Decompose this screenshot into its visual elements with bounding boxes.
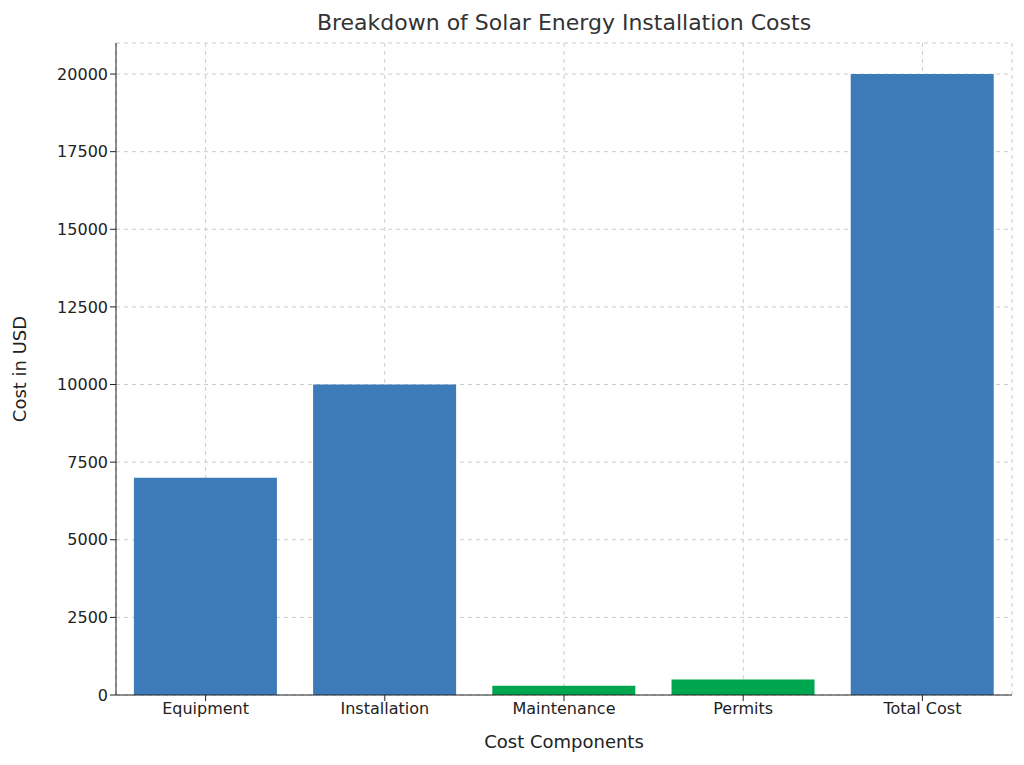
svg-text:Equipment: Equipment [162, 699, 249, 718]
svg-text:Installation: Installation [340, 699, 429, 718]
svg-text:Cost Components: Cost Components [484, 731, 644, 752]
svg-text:20000: 20000 [57, 65, 108, 84]
svg-text:5000: 5000 [67, 530, 108, 549]
svg-text:10000: 10000 [57, 375, 108, 394]
svg-text:Maintenance: Maintenance [512, 699, 615, 718]
svg-text:17500: 17500 [57, 142, 108, 161]
html-text:Breakdown of Solar Energy Inst: Breakdown of Solar Energy Installation C… [316, 10, 812, 35]
svg-text:Total Cost: Total Cost [882, 699, 961, 718]
svg-text:2500: 2500 [67, 608, 108, 627]
svg-text:0: 0 [98, 686, 108, 705]
svg-text:Cost in USD: Cost in USD [9, 316, 30, 422]
svg-text:Permits: Permits [713, 699, 773, 718]
svg-text:7500: 7500 [67, 453, 108, 472]
svg-text:15000: 15000 [57, 220, 108, 239]
svg-text:12500: 12500 [57, 298, 108, 317]
